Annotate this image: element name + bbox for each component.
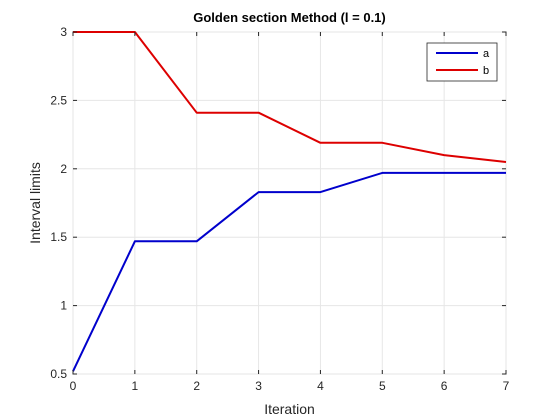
legend-box bbox=[426, 42, 498, 82]
legend-label-b: b bbox=[483, 65, 489, 77]
series-layer bbox=[72, 31, 507, 372]
x-tick-label: 2 bbox=[193, 379, 200, 393]
x-tick-label: 4 bbox=[317, 379, 324, 393]
x-axis-label: Iteration bbox=[264, 401, 315, 417]
y-tick-label: 2 bbox=[60, 162, 67, 176]
x-tick-label: 3 bbox=[255, 379, 262, 393]
chart-title: Golden section Method (l = 0.1) bbox=[193, 10, 386, 25]
series-line-b bbox=[73, 31, 507, 163]
y-tick-label: 3 bbox=[60, 25, 67, 39]
series-line-a bbox=[72, 171, 506, 372]
y-tick-label: 1.5 bbox=[50, 230, 67, 244]
y-axis-label: Interval limits bbox=[27, 162, 43, 244]
y-tick-label: 1 bbox=[60, 299, 67, 313]
x-tick-label: 0 bbox=[70, 379, 77, 393]
y-tick-label: 0.5 bbox=[50, 367, 67, 381]
grid-layer bbox=[72, 31, 507, 375]
legend-label-a: a bbox=[483, 48, 490, 60]
x-tick-label: 7 bbox=[503, 379, 510, 393]
plot-area bbox=[72, 31, 507, 375]
legend: a b bbox=[426, 42, 498, 82]
x-tick-label: 5 bbox=[379, 379, 386, 393]
y-tick-label: 2.5 bbox=[50, 93, 67, 107]
x-tick-label: 6 bbox=[441, 379, 448, 393]
tick-layer: 0 1 2 3 4 5 6 7 0.5 1 1.5 2 2.5 3 bbox=[50, 25, 509, 393]
x-tick-label: 1 bbox=[132, 379, 139, 393]
